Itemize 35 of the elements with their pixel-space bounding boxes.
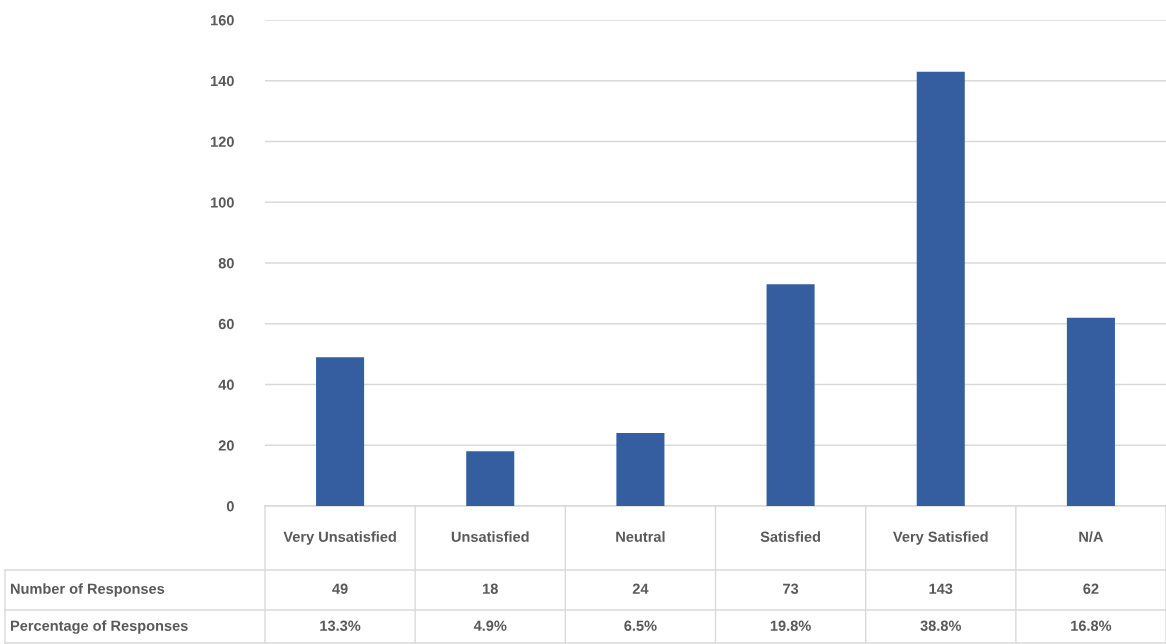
- text: 16.8%: [1071, 620, 1112, 631]
- text: 6.5%: [624, 620, 657, 631]
- data-label: 18: [483, 583, 498, 594]
- data-label: 73: [783, 583, 799, 594]
- bar: [616, 433, 665, 506]
- x-tick-label: Very Satisfied: [893, 531, 988, 545]
- y-tick-label: 20: [218, 440, 234, 451]
- bar: [766, 284, 815, 506]
- text: Number of Responses: [10, 583, 165, 597]
- x-tick-label: N/A: [1079, 531, 1104, 543]
- y-tick-label: 60: [218, 318, 234, 330]
- text: 4.9%: [473, 620, 507, 631]
- x-tick-label: Very Unsatisfied: [283, 531, 396, 545]
- bar: [1066, 317, 1115, 506]
- data-label: 49: [332, 583, 348, 594]
- data-label: 62: [1083, 583, 1099, 594]
- x-tick-label: Satisfied: [760, 531, 821, 542]
- y-tick-label: 100: [211, 197, 234, 208]
- bar: [466, 451, 515, 506]
- text: 19.8%: [770, 620, 811, 631]
- bar: [916, 71, 965, 506]
- y-tick-label: 40: [218, 379, 234, 390]
- x-tick-label: Unsatisfied: [451, 531, 529, 542]
- text: 13.3%: [320, 620, 361, 631]
- x-tick-label: Neutral: [616, 531, 665, 542]
- data-label: 24: [632, 583, 649, 594]
- y-tick-label: 80: [218, 258, 234, 269]
- y-tick-label: 120: [211, 136, 234, 147]
- bar: [316, 357, 365, 506]
- y-tick-label: 140: [211, 75, 234, 87]
- text: 38.8%: [920, 620, 962, 631]
- text: Percentage of Responses: [10, 620, 188, 634]
- y-tick-label: 0: [226, 501, 234, 512]
- y-tick-label: 160: [211, 15, 234, 26]
- data-label: 143: [929, 583, 953, 594]
